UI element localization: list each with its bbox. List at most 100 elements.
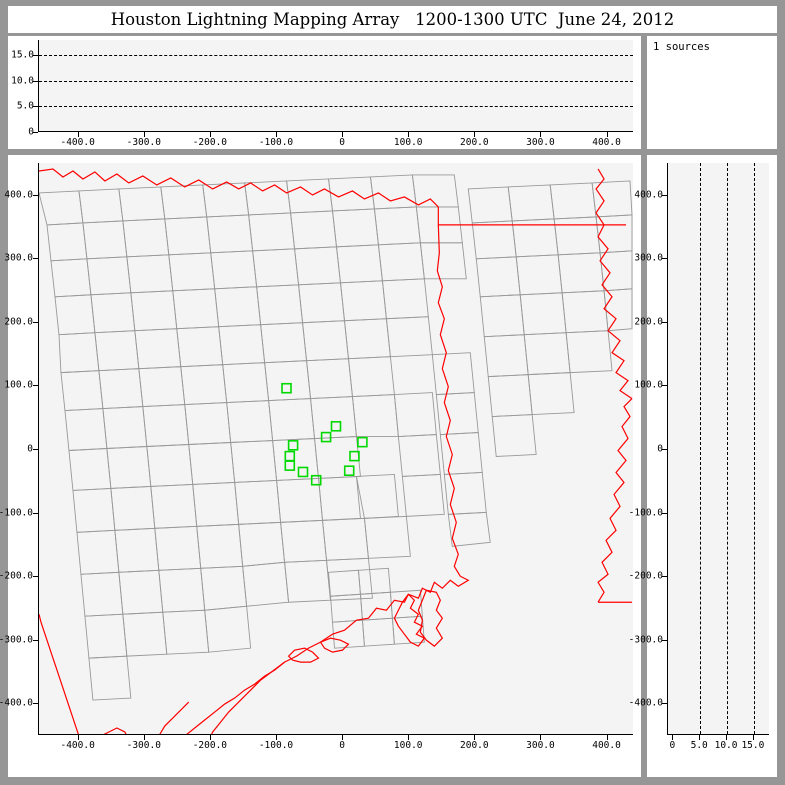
rt-ytick-mark-7: [662, 258, 667, 260]
rt-ytick-label-7: 300.0: [634, 252, 663, 264]
tl-ytick-label-3: 15.0: [11, 49, 34, 61]
tl-xtick-mark-7: [540, 132, 542, 137]
state-border-layer: [39, 168, 633, 603]
map-xtick-label-8: 400.0: [592, 740, 621, 751]
lma-station-marker: [310, 474, 322, 486]
rt-ytick-mark-3: [662, 512, 667, 514]
map-xtick-mark-3: [276, 735, 277, 740]
map-xtick-label-5: 100.0: [393, 740, 423, 751]
gridline-y-2: [39, 55, 633, 57]
lma-station-marker: [297, 466, 309, 478]
rt-gridline-x-1: [727, 163, 729, 734]
rt-ytick-mark-5: [662, 385, 667, 387]
rt-gridline-x-2: [753, 163, 755, 734]
map-ytick-mark-1: [33, 639, 38, 641]
sources-count-label: 1 sources: [653, 41, 710, 53]
map-ytick-label-2: -200.0: [0, 570, 33, 582]
altitude-north-panel: -400.0 -300.0 -200.0 -100.0 0 100.0 200.0 300.0…: [629, 155, 777, 777]
rt-xtick-mark-1: [699, 735, 701, 740]
map-xtick-label-1: -300.0: [126, 740, 161, 751]
map-xtick-mark-0: [77, 735, 79, 740]
rt-gridline-x-0: [700, 163, 702, 734]
map-xtick-mark-2: [209, 735, 211, 740]
rt-xtick-label-2: 10.0: [714, 740, 738, 751]
rt-ytick-label-0: -400.0: [628, 697, 663, 709]
map-xtick-label-7: 300.0: [526, 740, 555, 751]
rt-ytick-mark-6: [662, 321, 667, 323]
rt-ytick-mark-2: [662, 576, 667, 578]
sources-panel: 1 sources: [647, 36, 777, 149]
map-ytick-label-6: 200.0: [4, 316, 33, 328]
tl-xtick-label-6: 200.0: [460, 137, 489, 148]
map-xtick-mark-1: [143, 735, 145, 740]
map-ytick-mark-6: [33, 321, 38, 323]
tl-ytick-mark-1: [33, 106, 38, 108]
rt-ytick-mark-4: [662, 449, 667, 450]
map-ytick-label-1: -300.0: [0, 634, 33, 646]
tl-xtick-label-1: -300.0: [126, 137, 161, 148]
rt-ytick-mark-1: [662, 639, 667, 641]
lma-station-marker: [284, 450, 296, 462]
map-ytick-mark-5: [33, 385, 38, 387]
lma-station-marker: [284, 460, 296, 471]
lma-station-marker: [357, 436, 368, 448]
map-geography: [39, 168, 633, 734]
tl-ytick-label-0: 0: [28, 126, 34, 138]
rt-ytick-label-8: 400.0: [634, 189, 663, 201]
map-ytick-mark-7: [33, 258, 38, 260]
tl-xtick-mark-5: [408, 132, 410, 137]
map-xtick-mark-6: [474, 735, 476, 740]
map-ytick-label-3: -100.0: [0, 507, 33, 519]
tl-xtick-label-8: 400.0: [592, 137, 621, 148]
tl-xtick-mark-6: [474, 132, 476, 137]
gridline-y-0: [39, 106, 633, 108]
map-ytick-mark-0: [33, 703, 38, 705]
tl-xtick-mark-4: [342, 132, 344, 137]
map-ytick-label-5: 100.0: [4, 379, 33, 391]
rt-xtick-mark-0: [672, 735, 674, 740]
lma-station-markers-layer: [281, 382, 368, 486]
rt-xtick-mark-2: [726, 735, 728, 740]
map-xtick-mark-5: [408, 735, 410, 740]
title-panel: Houston Lightning Mapping Array 1200-130…: [8, 6, 777, 33]
map-plot-area[interactable]: [38, 163, 633, 735]
gulf-coastline-layer: [39, 575, 470, 734]
tl-ytick-mark-3: [33, 55, 38, 57]
rt-ytick-label-6: 200.0: [634, 316, 663, 328]
time-altitude-panel: 0 5.0 10.0 15.0 -400.0 -300.0 -200.0 -100.0 0 100…: [8, 36, 641, 149]
map-xtick-label-0: -400.0: [60, 740, 95, 751]
tl-ytick-mark-2: [33, 80, 38, 82]
time-altitude-plot-area[interactable]: [38, 40, 633, 132]
altitude-north-plot-area[interactable]: [667, 163, 769, 735]
tl-xtick-mark-2: [209, 132, 211, 137]
lma-station-marker: [281, 382, 292, 394]
lma-station-marker: [349, 450, 360, 462]
rt-ytick-label-3: -100.0: [628, 507, 663, 519]
gridline-y-1: [39, 80, 633, 82]
map-ytick-label-0: -400.0: [0, 697, 33, 709]
tl-xtick-mark-3: [276, 132, 277, 137]
map-ytick-label-4: 0: [27, 443, 33, 455]
rt-ytick-mark-0: [662, 703, 667, 705]
rt-xtick-label-1: 5.0: [690, 740, 708, 751]
tl-xtick-label-7: 300.0: [526, 137, 555, 148]
map-ytick-mark-3: [33, 512, 38, 514]
lma-station-marker: [320, 431, 332, 443]
tl-ytick-label-2: 10.0: [11, 75, 34, 87]
tl-xtick-mark-8: [606, 132, 608, 137]
lma-station-marker: [343, 465, 355, 476]
map-ytick-mark-4: [33, 449, 38, 450]
county-lines-layer: [39, 174, 633, 701]
lma-station-marker: [330, 421, 342, 432]
rt-ytick-label-1: -300.0: [628, 634, 663, 646]
tl-xtick-mark-0: [77, 132, 79, 137]
lma-station-marker: [287, 440, 299, 451]
tl-xtick-label-4: 0: [339, 137, 345, 148]
rt-ytick-mark-8: [662, 194, 667, 196]
map-xtick-label-6: 200.0: [460, 740, 489, 751]
map-xtick-label-3: -100.0: [258, 740, 294, 751]
rt-ytick-label-4: 0: [657, 443, 663, 455]
map-ytick-label-8: 400.0: [4, 189, 33, 201]
rt-ytick-label-5: 100.0: [634, 379, 663, 391]
